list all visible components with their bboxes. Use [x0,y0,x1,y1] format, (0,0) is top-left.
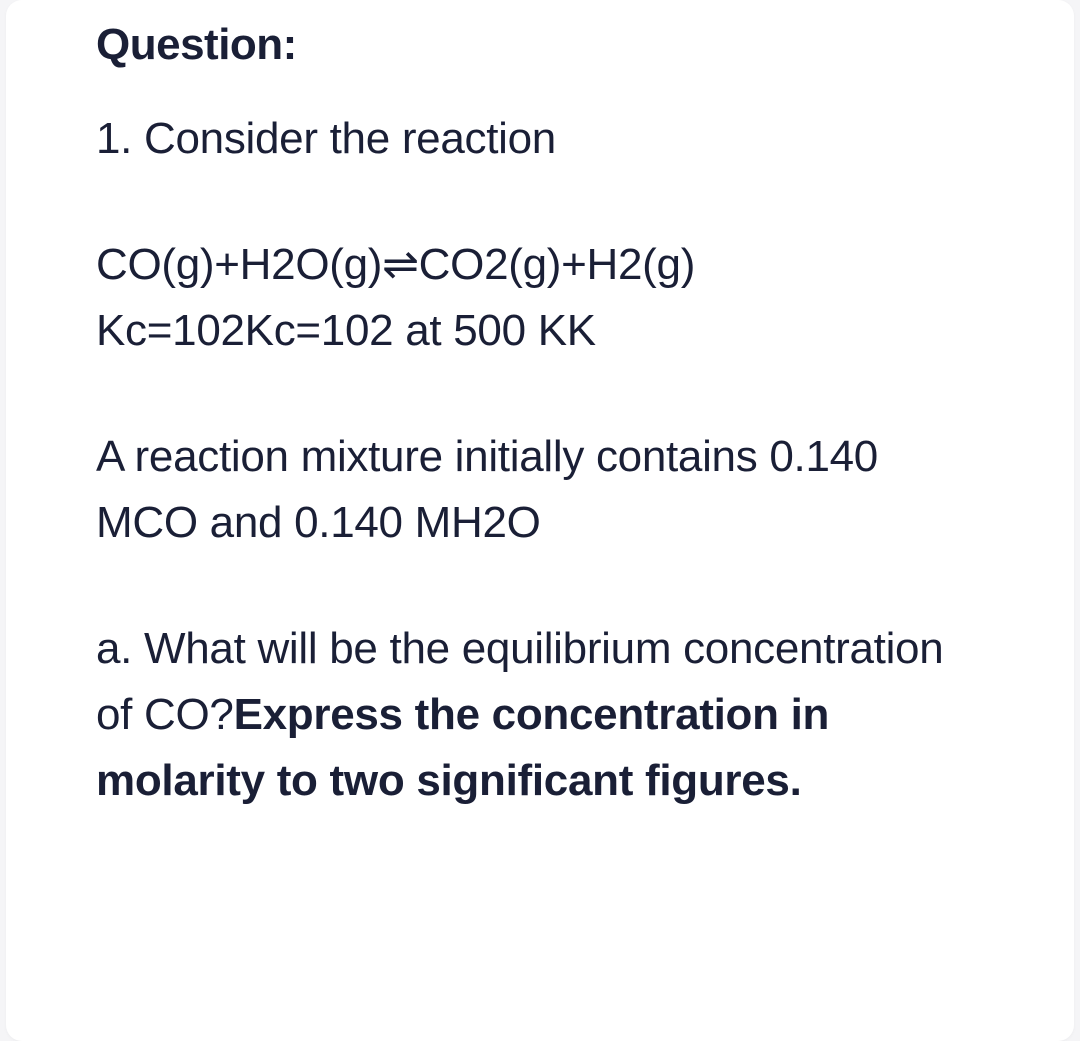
question-label: Question: [96,20,984,70]
question-intro: 1. Consider the reaction [96,106,984,172]
initial-conditions: A reaction mixture initially contains 0.… [96,424,984,556]
part-a: a. What will be the equilibrium concentr… [96,616,984,814]
equation-block: CO(g)+H2O(g)⇌CO2(g)+H2(g) Kc=102Kc=102 a… [96,232,984,364]
question-card: Question: 1. Consider the reaction CO(g)… [6,0,1074,1041]
equation-line-1: CO(g)+H2O(g)⇌CO2(g)+H2(g) [96,240,695,289]
equation-line-2: Kc=102Kc=102 at 500 KK [96,306,596,355]
